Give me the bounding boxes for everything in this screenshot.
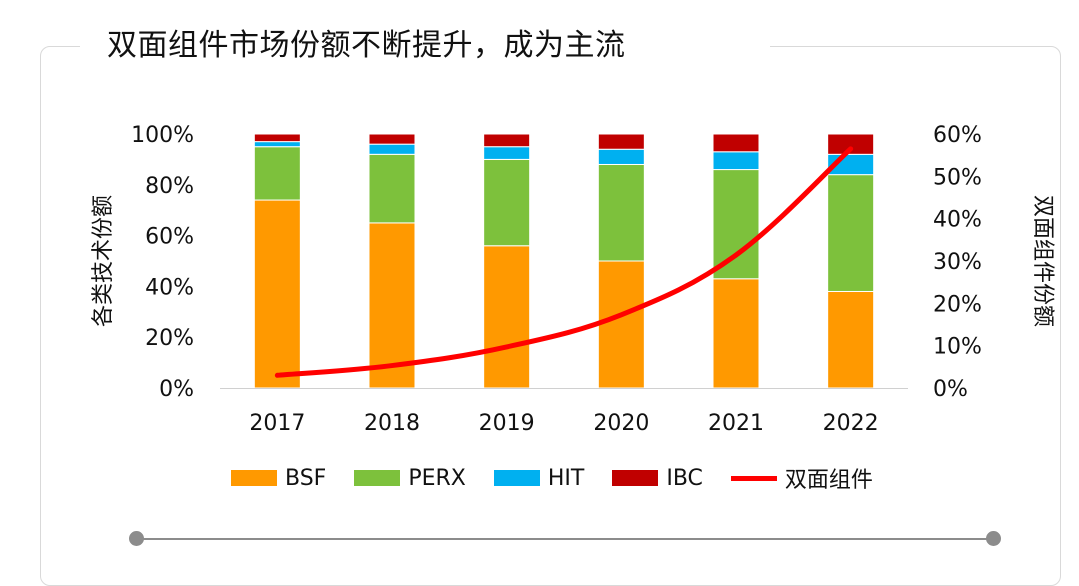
y-tick-label: 60% [145, 225, 194, 250]
x-tick-label-2020: 2020 [593, 411, 649, 436]
bar-ibc-2018 [368, 133, 416, 145]
legend-label-bifacial: 双面组件 [784, 468, 873, 493]
y2-tick-label: 10% [933, 335, 982, 360]
y-tick-label: 20% [145, 326, 194, 351]
legend-item-perx: PERX [354, 466, 466, 491]
y2-tick-label: 20% [933, 292, 982, 317]
x-tick-label-2022: 2022 [823, 411, 879, 436]
legend-item-bifacial: 双面组件 [730, 462, 873, 494]
line-series-bifacial [274, 146, 854, 378]
bar-perx-2019 [483, 158, 531, 247]
x-tick-label-2017: 2017 [249, 411, 305, 436]
bar-ibc-2017 [253, 133, 301, 143]
bar-perx-2018 [368, 153, 416, 224]
bar-bsf-2017 [253, 199, 301, 389]
bar-bsf-2022 [827, 290, 875, 389]
y-tick-label: 0% [159, 377, 194, 402]
bar-perx-2017 [253, 146, 301, 201]
legend-swatch-hit [493, 470, 540, 486]
legend-swatch-bsf [231, 470, 277, 486]
bar-hit-2020 [597, 148, 645, 165]
chart-title: 双面组件市场份额不断提升，成为主流 [107, 28, 626, 63]
y-tick-label: 80% [145, 174, 194, 199]
legend-item-hit: HIT [493, 465, 585, 491]
y2-tick-label: 50% [933, 165, 982, 190]
legend-swatch-perx [354, 470, 401, 486]
legend-item-bsf: BSF [231, 466, 326, 491]
chart-legend: BSF PERX HIT IBC 双面组件 [231, 463, 901, 493]
y2-tick-label: 40% [933, 208, 982, 233]
x-tick-label-2021: 2021 [708, 411, 764, 436]
title-background [80, 30, 770, 66]
chart-plot: 0% 20% 40% 60% 80% 100% 0% 10% 20% 30% 40% 50% 60% 20… [91, 123, 1055, 436]
y-tick-label: 40% [145, 275, 194, 300]
bar-bsf-2021 [712, 278, 760, 389]
bar-perx-2020 [597, 163, 645, 262]
bar-ibc-2022 [827, 133, 875, 155]
y2-tick-label: 60% [933, 123, 982, 148]
bar-hit-2019 [483, 146, 531, 160]
y-axis-title: 各类技术份额 [91, 195, 116, 327]
y2-axis-title: 双面组件份额 [1030, 195, 1055, 327]
bar-bsf-2020 [597, 260, 645, 389]
legend-label-perx: PERX [408, 465, 466, 491]
slider-handle-right[interactable] [986, 531, 1001, 546]
bar-bsf-2018 [368, 222, 416, 389]
x-tick-label-2019: 2019 [479, 411, 535, 436]
bar-bsf-2019 [483, 245, 531, 389]
legend-line-bifacial [730, 475, 777, 481]
bar-perx-2021 [712, 169, 760, 280]
bar-hit-2017 [253, 141, 301, 148]
legend-swatch-ibc [612, 470, 659, 486]
y2-tick-label: 0% [933, 377, 968, 402]
bar-perx-2022 [827, 174, 875, 292]
legend-label-bsf: BSF [285, 465, 327, 491]
bar-ibc-2020 [597, 133, 645, 150]
bar-hit-2018 [368, 143, 416, 155]
y-tick-label: 100% [131, 123, 194, 148]
bar-ibc-2019 [483, 133, 531, 148]
bar-hit-2021 [712, 151, 760, 171]
x-tick-label-2018: 2018 [364, 411, 420, 436]
slider-track[interactable] [136, 538, 993, 540]
legend-item-ibc: IBC [612, 466, 703, 491]
legend-label-hit: HIT [547, 465, 585, 491]
legend-label-ibc: IBC [666, 465, 703, 491]
y2-tick-label: 30% [933, 250, 982, 275]
bar-ibc-2021 [712, 133, 760, 153]
slider-handle-left[interactable] [129, 531, 144, 546]
